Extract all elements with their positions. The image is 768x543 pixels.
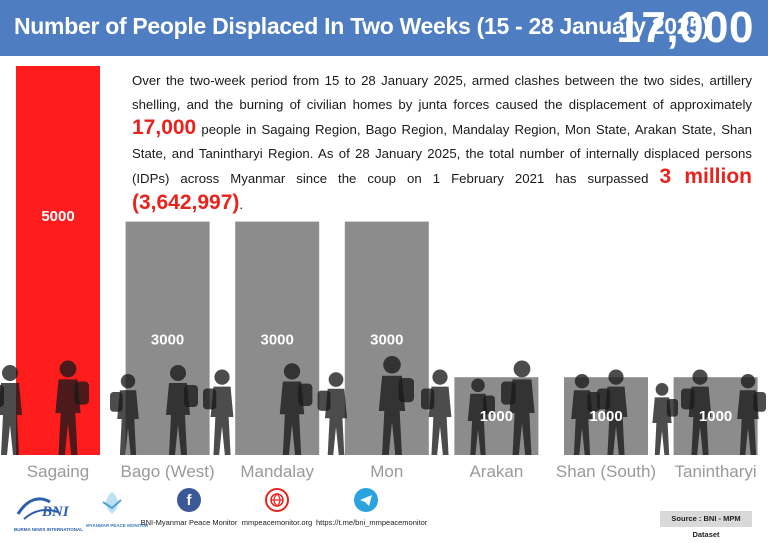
person-silhouette	[652, 383, 678, 455]
bar-value-label: 1000	[589, 408, 622, 425]
summary-highlight-idp: 3 million (3,642,997)	[132, 165, 752, 214]
website-globe-icon	[265, 488, 289, 512]
bar-value-label: 5000	[41, 208, 74, 225]
person-silhouette	[501, 360, 535, 455]
bar-value-label: 3000	[370, 332, 403, 349]
person-silhouette	[681, 369, 712, 455]
person-silhouette	[737, 374, 766, 455]
mpm-logo: MYANMAR PEACE MONITOR	[86, 488, 149, 528]
bni-logo-caption: BURMA NEWS INTERNATIONAL	[14, 527, 83, 532]
person-silhouette	[597, 369, 628, 455]
category-label: Arakan	[469, 462, 523, 481]
bar-value-label: 1000	[480, 408, 513, 425]
facebook-icon: f	[177, 488, 201, 512]
category-label: Sagaing	[27, 462, 89, 481]
header-banner: Number of People Displaced In Two Weeks …	[0, 0, 768, 56]
person-silhouette	[421, 369, 452, 455]
bar-value-label: 3000	[151, 332, 184, 349]
category-label: Shan (South)	[556, 462, 656, 481]
person-silhouette	[0, 365, 22, 455]
total-displaced-figure: 17,000	[616, 3, 754, 52]
footer: BNI BURMA NEWS INTERNATIONAL MYANMAR PEA…	[0, 484, 768, 543]
bar-bago-west	[125, 221, 210, 455]
telegram-link[interactable]: https://t.me/bni_mmpeacemonitor	[316, 488, 428, 527]
summary-highlight-total: 17,000	[132, 116, 197, 140]
source-note: Source : BNI - MPM Dataset	[660, 511, 752, 539]
person-silhouette	[279, 363, 313, 455]
category-label: Mandalay	[240, 462, 314, 481]
displacement-bar-chart: 5000 3000 3000 3000 1000 1000 1000 Sagaing Bago…	[0, 66, 766, 481]
summary-text-3: .	[239, 196, 244, 212]
summary-paragraph: Over the two-week period from 15 to 28 J…	[132, 69, 752, 217]
person-silhouette	[110, 374, 139, 455]
category-label: Bago (West)	[121, 462, 215, 481]
person-silhouette	[166, 365, 198, 455]
summary-text-1: Over the two-week period from 15 to 28 J…	[132, 73, 752, 112]
person-silhouette	[467, 378, 495, 455]
bar-value-label: 1000	[699, 408, 732, 425]
category-label: Mon	[370, 462, 403, 481]
mpm-logo-caption: MYANMAR PEACE MONITOR	[86, 523, 149, 528]
summary-text-2: people in Sagaing Region, Bago Region, M…	[132, 122, 752, 187]
person-silhouette	[317, 372, 348, 455]
bar-mandalay	[235, 221, 320, 455]
website-label: mmpeacemonitor.org	[241, 518, 313, 527]
website-link[interactable]: mmpeacemonitor.org	[238, 488, 316, 527]
category-label: Tanintharyi	[674, 462, 756, 481]
person-silhouette	[571, 374, 600, 455]
person-silhouette	[378, 356, 414, 455]
facebook-link[interactable]: f BNI-Myanmar Peace Monitor	[140, 488, 238, 527]
person-silhouette	[55, 360, 89, 455]
person-silhouette	[203, 369, 234, 455]
bni-logo: BNI BURMA NEWS INTERNATIONAL	[14, 492, 83, 532]
displaced-people-silhouettes	[0, 356, 766, 455]
page-title: Number of People Displaced In Two Weeks …	[14, 13, 710, 39]
telegram-icon	[354, 488, 378, 512]
bar-value-label: 3000	[261, 332, 294, 349]
telegram-label: https://t.me/bni_mmpeacemonitor	[316, 518, 428, 527]
facebook-label: BNI-Myanmar Peace Monitor	[140, 518, 238, 527]
bni-logo-text: BNI	[41, 504, 70, 520]
